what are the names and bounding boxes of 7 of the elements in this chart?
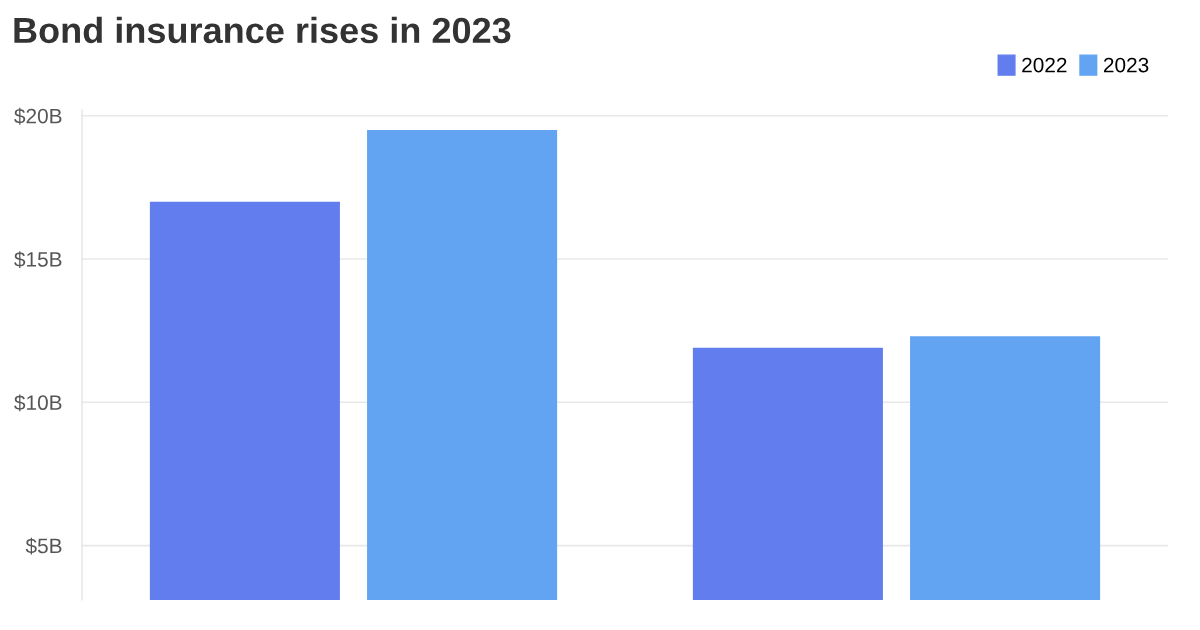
legend-label: 2023 — [1103, 57, 1149, 73]
legend-label: 2022 — [1022, 57, 1067, 73]
y-tick-label: $15B — [14, 251, 62, 268]
y-tick-label: $20B — [14, 107, 62, 125]
y-tick-label: $10B — [14, 394, 62, 412]
y-tick-label: $5B — [25, 537, 62, 555]
chart-title: Bond insurance rises in 2023 — [14, 16, 511, 44]
